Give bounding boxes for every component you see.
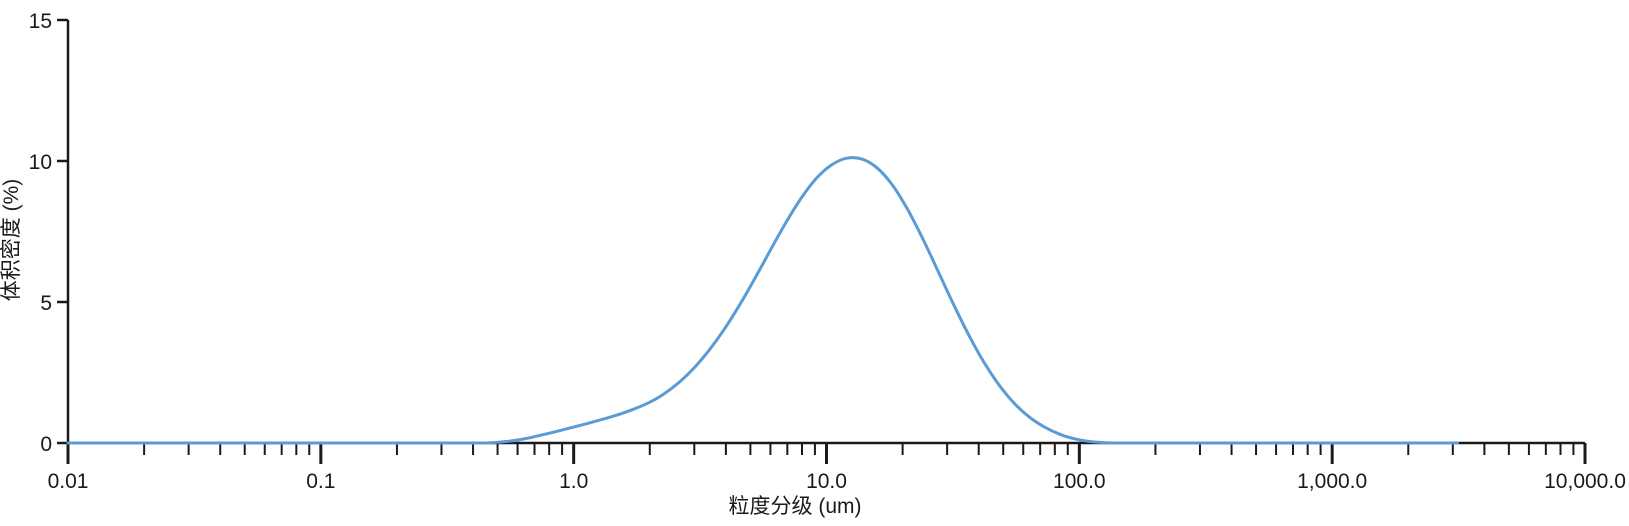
y-axis-tick-label: 5 [40, 292, 52, 315]
y-axis-tick-label: 15 [29, 10, 52, 33]
x-axis-title: 粒度分级 (um) [729, 495, 862, 518]
x-axis-tick-label: 1,000.0 [1297, 470, 1367, 493]
y-axis: 0 5 10 15 [29, 10, 70, 456]
x-axis-tick-label: 0.01 [48, 470, 89, 493]
x-axis-tick-label: 0.1 [306, 470, 335, 493]
x-axis-tick-label: 10.0 [806, 470, 847, 493]
x-axis-tick-label: 100.0 [1053, 470, 1106, 493]
x-axis-tick-label: 1.0 [559, 470, 588, 493]
y-axis-tick-label: 10 [29, 151, 52, 174]
y-axis-title: 体积密度 (%) [0, 179, 23, 302]
data-series-group [66, 156, 1460, 445]
x-axis-tick-label: 10,000.0 [1544, 470, 1626, 493]
x-axis: 0.01 0.1 1.0 10.0 100.0 1,000.0 10,000.0 [48, 441, 1626, 493]
data-line-series-0 [66, 156, 1460, 445]
y-axis-tick-label: 0 [40, 433, 52, 456]
